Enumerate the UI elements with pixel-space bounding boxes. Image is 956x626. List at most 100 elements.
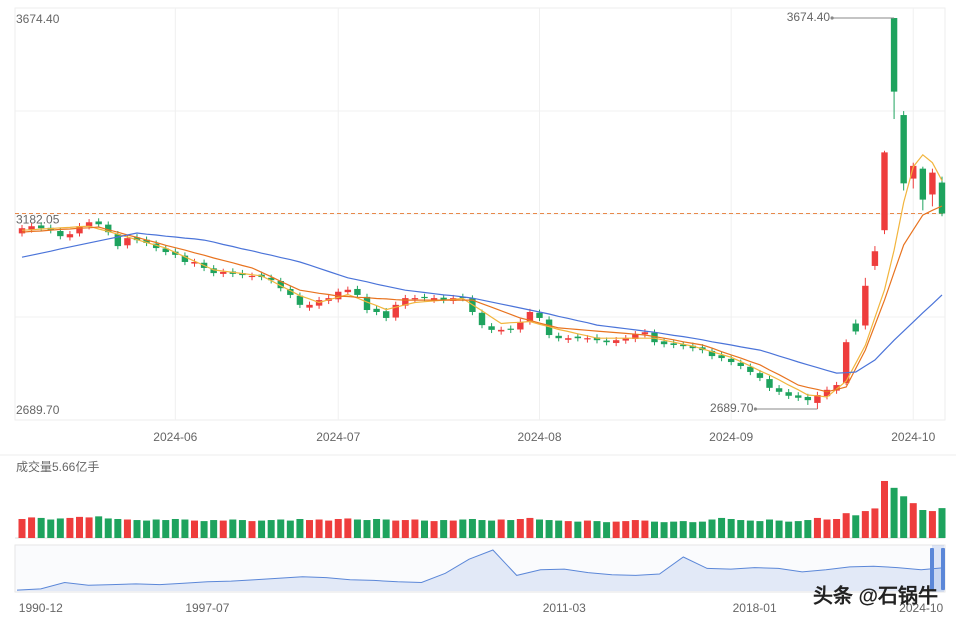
volume-bar bbox=[123, 519, 131, 538]
navigator-handle[interactable] bbox=[930, 548, 934, 590]
volume-bar bbox=[516, 518, 524, 538]
volume-bar bbox=[143, 520, 151, 538]
volume-bar bbox=[162, 520, 170, 538]
volume-bar bbox=[449, 520, 457, 538]
volume-bar bbox=[813, 517, 821, 538]
volume-bar bbox=[344, 518, 352, 538]
volume-bar bbox=[909, 503, 917, 538]
volume-bar bbox=[785, 521, 793, 538]
volume-bar bbox=[478, 520, 486, 538]
volume-bar bbox=[737, 520, 745, 538]
volume-bar bbox=[325, 520, 333, 538]
volume-bar bbox=[881, 480, 888, 538]
volume-bar bbox=[133, 520, 141, 538]
watermark: 头条 @石锅牛 bbox=[813, 583, 938, 607]
candle-body bbox=[497, 329, 505, 332]
volume-bar bbox=[152, 519, 160, 538]
candle-body bbox=[574, 336, 582, 339]
volume-bar bbox=[401, 520, 409, 538]
volume-bar bbox=[536, 519, 543, 538]
price-line-label: 3182.05 bbox=[16, 213, 60, 227]
volume-bar bbox=[823, 519, 831, 538]
candle-body bbox=[344, 289, 352, 293]
candle-body bbox=[660, 341, 668, 345]
candle-body bbox=[220, 271, 227, 274]
candle-body bbox=[172, 251, 179, 255]
candle-body bbox=[478, 312, 486, 326]
volume-bar bbox=[258, 520, 266, 538]
volume-bar bbox=[363, 520, 371, 538]
volume-bar bbox=[842, 513, 850, 538]
volume-bar bbox=[373, 518, 381, 538]
volume-bar bbox=[766, 519, 773, 538]
volume-bar bbox=[37, 517, 45, 538]
volume-bar bbox=[430, 521, 438, 538]
volume-bar bbox=[871, 508, 879, 538]
volume-bar bbox=[545, 520, 553, 538]
volume-bar bbox=[440, 520, 448, 538]
volume-bar bbox=[382, 519, 390, 538]
y-tick-label: 3674.40 bbox=[16, 12, 60, 26]
volume-bar bbox=[593, 521, 601, 538]
candle-body bbox=[900, 115, 907, 184]
volume-bar bbox=[919, 510, 927, 538]
candle-body bbox=[411, 298, 419, 300]
volume-bar bbox=[334, 518, 342, 538]
candle-body bbox=[823, 389, 831, 397]
candle-body bbox=[929, 172, 936, 195]
volume-bar bbox=[191, 520, 198, 538]
candle-body bbox=[910, 165, 917, 179]
volume-bar bbox=[526, 517, 534, 538]
candle-body bbox=[833, 385, 840, 391]
candle-body bbox=[162, 248, 169, 253]
candle-body bbox=[124, 238, 131, 246]
volume-bar bbox=[171, 518, 179, 538]
candle-body bbox=[28, 226, 35, 230]
candle-body bbox=[536, 312, 543, 318]
candle-body bbox=[267, 277, 275, 281]
annotation-dot bbox=[830, 16, 834, 20]
volume-bar bbox=[555, 520, 563, 538]
candle-body bbox=[133, 237, 141, 241]
volume-bar bbox=[564, 521, 572, 538]
volume-label: 成交量5.66亿手 bbox=[16, 459, 99, 474]
candle-body bbox=[737, 362, 744, 366]
volume-bar bbox=[28, 517, 36, 538]
candle-body bbox=[603, 340, 610, 343]
navigator-line bbox=[16, 549, 946, 591]
candle-body bbox=[670, 343, 677, 345]
volume-bar bbox=[229, 519, 237, 538]
candle-body bbox=[632, 334, 639, 339]
volume-bar bbox=[583, 520, 591, 538]
candle-body bbox=[57, 230, 64, 237]
navigator-handle[interactable] bbox=[941, 548, 945, 590]
candle-body bbox=[871, 251, 879, 266]
candle-body bbox=[287, 288, 294, 295]
annotation-label: 2689.70 bbox=[710, 401, 754, 415]
volume-bar bbox=[718, 517, 726, 538]
volume-bar bbox=[296, 518, 304, 538]
volume-bar bbox=[219, 520, 227, 538]
volume-bar bbox=[181, 519, 189, 538]
candle-body bbox=[517, 321, 524, 330]
candle-body bbox=[862, 285, 869, 326]
candle-body bbox=[18, 228, 26, 234]
candle-body bbox=[852, 323, 859, 332]
volume-bar bbox=[670, 521, 678, 538]
candle-body bbox=[373, 308, 380, 312]
candle-body bbox=[727, 358, 735, 363]
volume-bar bbox=[574, 521, 582, 538]
volume-bar bbox=[612, 521, 620, 538]
annotation-dot bbox=[753, 407, 758, 411]
volume-bar bbox=[775, 520, 783, 538]
candle-body bbox=[296, 295, 304, 305]
x-tick-label: 2024-06 bbox=[153, 430, 197, 444]
candle-body bbox=[277, 281, 284, 289]
volume-bar bbox=[468, 518, 476, 538]
candle-body bbox=[402, 298, 409, 306]
volume-bar bbox=[794, 521, 802, 538]
y-tick-label: 2689.70 bbox=[16, 403, 60, 417]
volume-bar bbox=[641, 520, 649, 538]
volume-bar bbox=[411, 519, 419, 538]
